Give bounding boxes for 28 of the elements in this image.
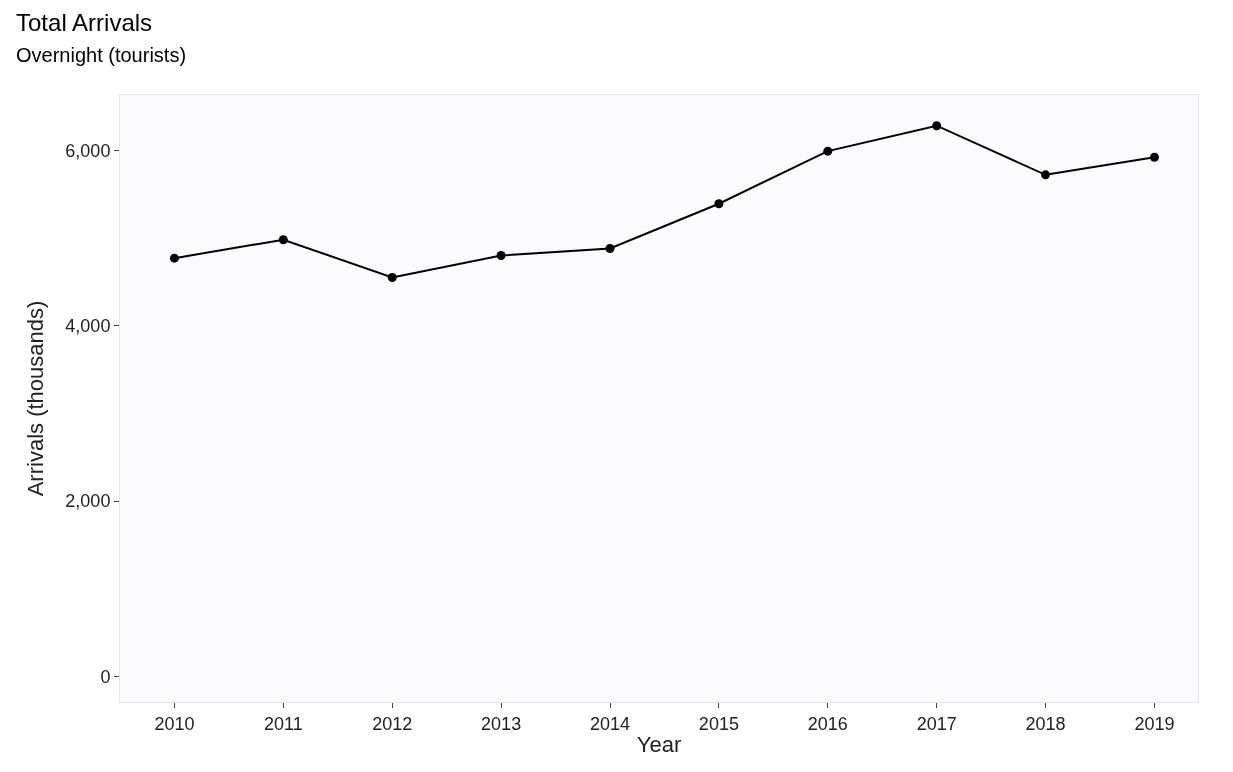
x-tick-label: 2018 xyxy=(1025,713,1066,734)
x-tick-label: 2014 xyxy=(589,713,631,734)
y-tick-label: 4,000 xyxy=(65,316,111,336)
x-tick-label: 2010 xyxy=(154,713,195,734)
y-tick-label: 2,000 xyxy=(65,491,111,512)
point xyxy=(278,235,288,245)
x-tick-label: 2016 xyxy=(807,713,848,734)
y-tick-label: 0 xyxy=(100,666,111,687)
point xyxy=(1041,170,1051,180)
chart-subtitle: Overnight (tourists) xyxy=(16,44,187,67)
point xyxy=(1149,152,1159,162)
chart-title: Total Arrivals xyxy=(16,8,153,36)
point xyxy=(605,244,615,253)
x-tick-label: 2015 xyxy=(698,713,739,734)
y-tick-label: 6,000 xyxy=(65,140,111,161)
x-tick-label: 2013 xyxy=(481,713,522,734)
point xyxy=(714,199,724,209)
x-tick-label: 2012 xyxy=(372,713,413,734)
point xyxy=(387,272,397,282)
point xyxy=(496,251,506,261)
point xyxy=(932,121,942,131)
point xyxy=(169,253,179,263)
x-axis-title: Year xyxy=(636,732,682,758)
x-tick-label: 2017 xyxy=(916,713,957,734)
y-axis-title: Arrivals (thousands) xyxy=(23,300,49,497)
point xyxy=(823,146,833,156)
x-tick-label: 2011 xyxy=(263,713,303,734)
x-tick-label: 2019 xyxy=(1134,713,1175,734)
